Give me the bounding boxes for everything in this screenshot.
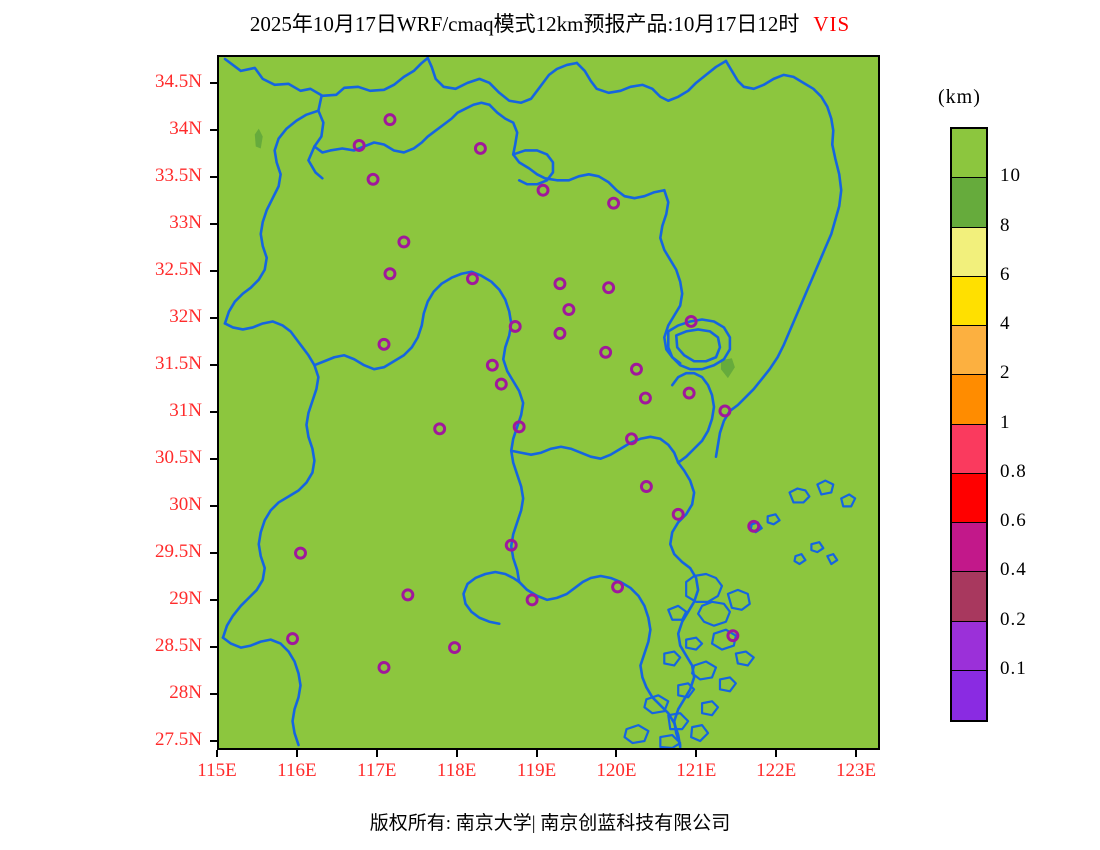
colorbar-tick-label: 0.6	[1000, 510, 1027, 531]
x-axis-label: 117E	[357, 760, 397, 781]
y-axis-label: 28N	[169, 681, 202, 703]
x-axis-label: 119E	[516, 760, 557, 781]
y-axis-label: 28.5N	[155, 634, 202, 656]
y-axis-tick	[210, 410, 217, 413]
y-axis-label: 31.5N	[155, 352, 202, 374]
y-axis-tick	[210, 645, 217, 648]
y-axis-tick	[210, 363, 217, 366]
colorbar-band	[952, 621, 986, 671]
colorbar-unit-label: (km)	[938, 86, 981, 108]
y-axis-tick	[210, 82, 217, 85]
colorbar-tick-label: 6	[1000, 263, 1011, 285]
x-axis-tick	[216, 750, 218, 757]
title-variable-text: VIS	[813, 12, 851, 36]
x-axis-label: 122E	[756, 760, 797, 781]
y-axis-label: 33.5N	[155, 165, 202, 187]
y-axis-label: 32N	[169, 305, 202, 327]
colorbar-band	[952, 375, 986, 425]
colorbar-band	[952, 227, 986, 277]
y-axis-tick	[210, 739, 217, 742]
x-axis-tick	[695, 750, 698, 757]
map-svg	[219, 57, 878, 748]
x-axis-label: 118E	[436, 760, 477, 781]
y-axis-tick	[210, 176, 217, 179]
x-axis-tick	[535, 750, 538, 757]
colorbar-tick-label: 8	[1000, 214, 1011, 236]
colorbar-band	[952, 670, 986, 720]
colorbar-tick-label: 0.1	[1000, 657, 1027, 679]
x-axis-label: 115E	[197, 760, 237, 781]
y-axis-label: 34.5N	[155, 71, 202, 93]
y-axis-tick	[210, 598, 217, 601]
y-axis-tick	[210, 223, 217, 226]
y-axis-label: 34N	[169, 118, 202, 140]
x-axis-tick	[375, 750, 378, 757]
colorbar-band	[952, 424, 986, 474]
y-axis-label: 27.5N	[155, 728, 202, 750]
colorbar-tick-label: 0.4	[1000, 559, 1027, 581]
y-axis-label: 29.5N	[155, 540, 202, 562]
x-axis-label: 121E	[676, 760, 717, 781]
y-axis-tick	[210, 316, 217, 319]
y-axis-tick	[210, 129, 217, 132]
x-axis-tick	[855, 750, 858, 757]
y-axis-label: 30N	[169, 493, 202, 515]
map-boundaries	[221, 57, 843, 748]
y-axis-tick	[210, 692, 217, 695]
colorbar-tick-label: 0.8	[1000, 460, 1027, 482]
x-axis-label: 120E	[596, 760, 637, 781]
colorbar-band	[952, 178, 986, 228]
station-markers	[286, 113, 761, 674]
title-main-text: 2025年10月17日WRF/cmaq模式12km预报产品:10月17日12时	[249, 12, 800, 36]
chart-title: 2025年10月17日WRF/cmaq模式12km预报产品:10月17日12时 V…	[0, 8, 1100, 38]
x-axis-tick	[775, 750, 778, 757]
y-axis-label: 30.5N	[155, 446, 202, 468]
colorbar	[950, 127, 988, 722]
colorbar-tick-label: 10	[1000, 165, 1021, 187]
copyright-footer: 版权所有: 南京大学| 南京创蓝科技有限公司	[369, 813, 731, 834]
colorbar-band	[952, 326, 986, 376]
y-axis-tick	[210, 504, 217, 507]
y-axis-label: 32.5N	[155, 259, 202, 280]
x-axis-label: 123E	[835, 760, 877, 781]
y-axis-tick	[210, 270, 217, 272]
y-axis-label: 33N	[169, 212, 202, 234]
map-plot-area	[217, 55, 880, 750]
colorbar-band	[952, 473, 986, 523]
colorbar-tick-label: 2	[1000, 362, 1011, 384]
x-axis-label: 116E	[277, 760, 317, 781]
visibility-sub10-patches	[254, 128, 735, 379]
colorbar-tick-label: 4	[1000, 313, 1011, 334]
x-axis-tick	[455, 750, 458, 757]
colorbar-band	[952, 129, 986, 179]
y-axis-tick	[210, 551, 217, 554]
y-axis-label: 29N	[169, 587, 202, 609]
visibility-field-background	[219, 57, 878, 748]
y-axis-tick	[210, 457, 217, 460]
colorbar-band	[952, 523, 986, 573]
y-axis-label: 31N	[169, 399, 202, 421]
colorbar-tick-label: 1	[1000, 411, 1011, 433]
x-axis-tick	[615, 750, 618, 757]
colorbar-band	[952, 572, 986, 622]
colorbar-tick-label: 0.2	[1000, 608, 1027, 630]
colorbar-band	[952, 276, 986, 326]
x-axis-tick	[295, 750, 298, 757]
